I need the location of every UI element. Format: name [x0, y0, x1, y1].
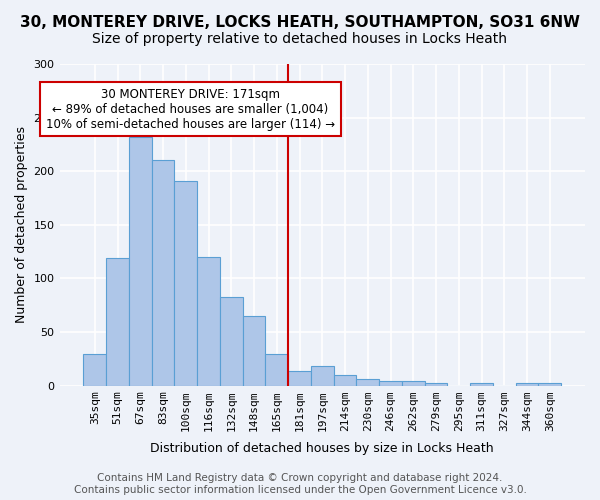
Bar: [425, 384, 448, 386]
Bar: [220, 296, 242, 386]
Bar: [538, 384, 561, 386]
Bar: [402, 381, 425, 386]
Bar: [197, 257, 220, 386]
Text: 30 MONTEREY DRIVE: 171sqm
← 89% of detached houses are smaller (1,004)
10% of se: 30 MONTEREY DRIVE: 171sqm ← 89% of detac…: [46, 88, 335, 130]
Bar: [175, 181, 197, 386]
Bar: [83, 354, 106, 386]
Bar: [129, 137, 152, 386]
Bar: [152, 160, 175, 386]
Text: Size of property relative to detached houses in Locks Heath: Size of property relative to detached ho…: [92, 32, 508, 46]
Y-axis label: Number of detached properties: Number of detached properties: [15, 126, 28, 324]
Bar: [379, 381, 402, 386]
Bar: [311, 366, 334, 386]
Bar: [242, 316, 265, 386]
Bar: [470, 384, 493, 386]
Bar: [356, 379, 379, 386]
X-axis label: Distribution of detached houses by size in Locks Heath: Distribution of detached houses by size …: [151, 442, 494, 455]
Text: 30, MONTEREY DRIVE, LOCKS HEATH, SOUTHAMPTON, SO31 6NW: 30, MONTEREY DRIVE, LOCKS HEATH, SOUTHAM…: [20, 15, 580, 30]
Bar: [265, 354, 288, 386]
Bar: [288, 370, 311, 386]
Bar: [106, 258, 129, 386]
Bar: [334, 375, 356, 386]
Text: Contains HM Land Registry data © Crown copyright and database right 2024.
Contai: Contains HM Land Registry data © Crown c…: [74, 474, 526, 495]
Bar: [515, 384, 538, 386]
